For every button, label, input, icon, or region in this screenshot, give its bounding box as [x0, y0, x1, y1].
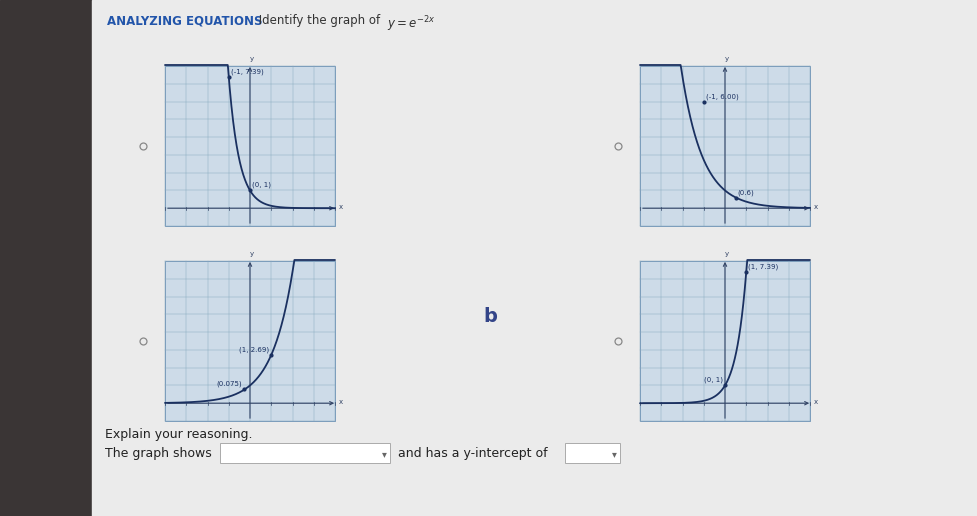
Text: x: x [813, 399, 818, 405]
Text: (0, 1): (0, 1) [703, 377, 722, 383]
Text: (0.6): (0.6) [737, 189, 753, 196]
Text: (0.075): (0.075) [216, 381, 241, 387]
Text: x: x [813, 204, 818, 210]
Bar [220, 443, 390, 463]
Bar [639, 261, 809, 421]
Text: x: x [339, 204, 343, 210]
Text: (1, 7.39): (1, 7.39) [747, 263, 778, 270]
Text: Explain your reasoning.: Explain your reasoning. [105, 428, 252, 441]
Text: (0, 1): (0, 1) [252, 182, 271, 188]
Text: ▾: ▾ [381, 449, 386, 459]
Text: Identify the graph of: Identify the graph of [255, 14, 384, 27]
Bar [565, 443, 619, 463]
Text: y: y [724, 251, 728, 257]
Bar [0, 0, 92, 516]
Text: y: y [250, 56, 254, 62]
Text: (-1, 7.39): (-1, 7.39) [231, 68, 263, 75]
Text: y: y [250, 251, 254, 257]
Bar [165, 261, 335, 421]
Text: The graph shows: The graph shows [105, 446, 212, 460]
Text: x: x [339, 399, 343, 405]
Bar [165, 66, 335, 226]
Text: ▾: ▾ [611, 449, 616, 459]
Text: and has a y-intercept of: and has a y-intercept of [398, 446, 547, 460]
Bar [639, 66, 809, 226]
Text: b: b [483, 307, 496, 326]
Text: ANALYZING EQUATIONS: ANALYZING EQUATIONS [106, 14, 262, 27]
Text: (-1, 6.00): (-1, 6.00) [705, 93, 738, 100]
Text: (1, 2.69): (1, 2.69) [239, 347, 269, 353]
Text: $y = e^{-2x}$: $y = e^{-2x}$ [387, 14, 435, 34]
Text: y: y [724, 56, 728, 62]
